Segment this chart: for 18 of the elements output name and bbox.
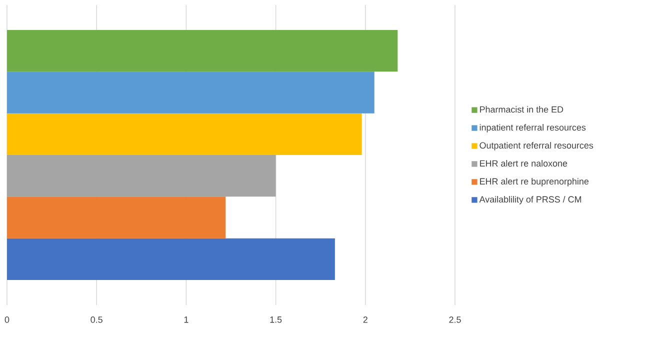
legend-label: EHR alert re naloxone: [480, 160, 568, 167]
x-tick-label: 1: [184, 316, 188, 323]
legend-label: Pharmacist in the ED: [480, 106, 564, 113]
x-tick-label: 0.5: [90, 316, 102, 323]
bar: [7, 154, 276, 197]
x-tick-label: 2: [363, 316, 368, 323]
legend-label: EHR alert re buprenorphine: [480, 178, 589, 186]
x-tick-label: 0: [4, 316, 10, 323]
bar: [7, 113, 362, 155]
bar: [7, 30, 398, 72]
bar: [7, 238, 335, 280]
legend-label: Availablility of PRSS / CM: [479, 196, 582, 204]
x-tick-label: 1.5: [270, 316, 282, 323]
bar: [7, 72, 374, 114]
bar: [7, 196, 226, 238]
legend-label: inpatient referral resources: [480, 124, 586, 132]
x-tick-label: 2.5: [449, 316, 461, 323]
legend-label: Outpatient referral resources: [480, 142, 594, 150]
